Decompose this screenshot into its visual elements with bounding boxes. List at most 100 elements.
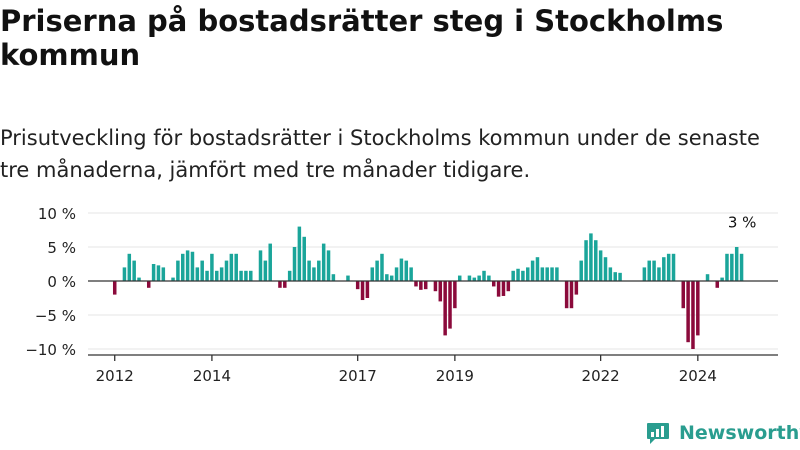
bar — [603, 257, 608, 281]
bar — [360, 281, 365, 301]
bar — [671, 253, 676, 281]
bar — [224, 260, 229, 281]
bar — [127, 253, 132, 281]
bar — [404, 260, 409, 281]
bar — [195, 267, 200, 281]
bar — [414, 281, 418, 287]
bar — [370, 267, 375, 281]
x-tick-label: 2017 — [339, 367, 377, 385]
bar — [516, 268, 520, 281]
bars — [112, 226, 744, 349]
bar — [487, 275, 491, 281]
bar — [696, 281, 700, 336]
bar — [555, 267, 559, 281]
bar — [734, 247, 739, 281]
bar — [613, 272, 617, 281]
bar — [302, 236, 306, 281]
bar — [598, 250, 603, 281]
x-tick-label: 2014 — [193, 367, 231, 385]
bar — [219, 267, 224, 281]
bar — [472, 277, 477, 281]
bar — [394, 267, 399, 281]
bar — [409, 267, 413, 281]
bar — [526, 267, 530, 281]
bar — [215, 270, 219, 281]
bar — [210, 253, 214, 281]
newsworthy-brand[interactable]: Newsworthy — [645, 420, 800, 446]
bar — [321, 243, 326, 281]
bar — [681, 281, 685, 309]
bar — [389, 275, 394, 281]
bar — [666, 253, 671, 281]
bar — [385, 274, 389, 281]
x-tick-label: 2019 — [436, 367, 474, 385]
annotations: 3 % — [728, 214, 757, 232]
bar — [608, 267, 613, 281]
bar — [331, 274, 336, 281]
x-tick-label: 2012 — [96, 367, 134, 385]
bar — [467, 275, 472, 281]
bar — [448, 281, 452, 329]
bar — [419, 281, 423, 290]
y-tick-label: −5 % — [35, 307, 76, 325]
bar — [380, 253, 384, 281]
bar — [161, 267, 166, 281]
bar — [312, 267, 316, 281]
bar — [686, 281, 690, 343]
bar — [137, 277, 141, 281]
bar — [579, 260, 583, 281]
y-tick-label: 0 % — [47, 273, 76, 291]
brand-name: Newsworthy — [679, 422, 800, 444]
bar — [375, 260, 379, 281]
latest-value-label: 3 % — [728, 214, 757, 232]
bar — [720, 277, 724, 281]
bar — [477, 275, 481, 281]
bar — [642, 267, 647, 281]
bar — [438, 281, 443, 302]
bar — [705, 274, 710, 281]
bar — [443, 281, 447, 336]
bar — [263, 260, 268, 281]
bar — [647, 260, 651, 281]
bar — [151, 264, 156, 281]
bar — [739, 253, 744, 281]
bar — [234, 253, 238, 281]
bar — [545, 267, 549, 281]
bar — [535, 257, 540, 281]
bar — [181, 253, 185, 281]
bar — [171, 277, 175, 281]
bar — [589, 233, 593, 281]
x-tick-label: 2024 — [679, 367, 717, 385]
bar — [287, 270, 292, 281]
bar — [132, 260, 136, 281]
bar — [249, 270, 253, 281]
bar — [457, 275, 462, 281]
bar — [399, 258, 404, 281]
chart-title: Priserna på bostadsrätter steg i Stockho… — [0, 4, 724, 72]
bar — [112, 281, 117, 295]
bar — [453, 281, 457, 309]
bar — [326, 250, 331, 281]
bar — [594, 240, 598, 281]
y-tick-label: 10 % — [38, 205, 76, 223]
grid-lines — [88, 212, 778, 350]
bar — [156, 265, 161, 281]
bar — [176, 260, 180, 281]
bar — [652, 260, 656, 281]
bar — [292, 247, 297, 281]
bar — [574, 281, 579, 295]
bar — [530, 260, 535, 281]
bar — [355, 281, 360, 290]
bar — [205, 270, 209, 281]
bar — [185, 250, 190, 281]
bar — [730, 253, 734, 281]
bar — [258, 250, 263, 281]
y-tick-label: 5 % — [47, 239, 76, 257]
bar — [506, 281, 511, 292]
bar — [239, 270, 243, 281]
x-axis: 2012 2014 2017 2019 2022 2024 — [88, 354, 778, 385]
chart-subtitle: Prisutveckling för bostadsrätter i Stock… — [0, 126, 760, 182]
bar — [297, 226, 302, 281]
bar — [662, 257, 666, 281]
bar — [564, 281, 569, 309]
